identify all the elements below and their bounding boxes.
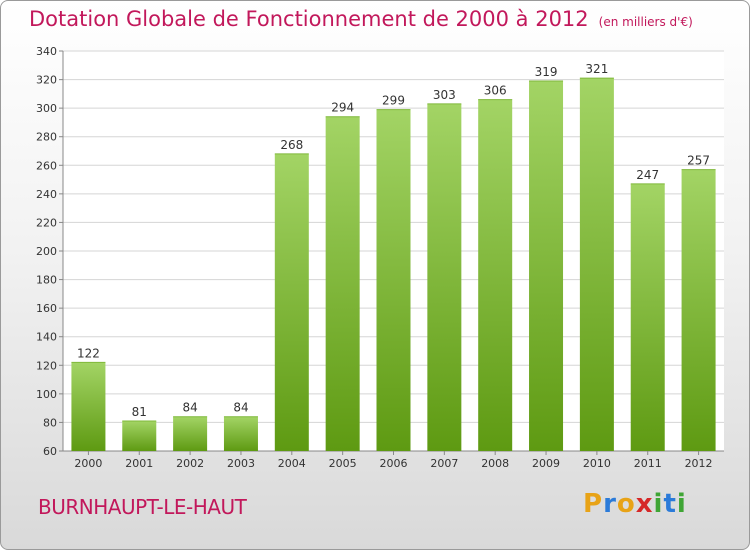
y-tick-label: 140 — [36, 331, 57, 344]
y-tick-label: 280 — [36, 131, 57, 144]
y-tick-label: 240 — [36, 188, 57, 201]
bar — [376, 109, 411, 452]
bar — [223, 416, 258, 451]
x-tick-label: 2000 — [74, 457, 102, 470]
y-tick-label: 340 — [36, 45, 57, 58]
y-tick-label: 80 — [43, 416, 57, 429]
x-tick-label: 2012 — [685, 457, 713, 470]
x-tick-label: 2006 — [380, 457, 408, 470]
y-tick-label: 120 — [36, 359, 57, 372]
data-label: 81 — [132, 405, 147, 419]
x-tick-label: 2009 — [532, 457, 560, 470]
logo-letter: P — [583, 489, 604, 519]
data-label: 84 — [233, 401, 248, 415]
logo-letter: x — [635, 489, 654, 519]
data-label: 257 — [687, 154, 710, 168]
data-label: 247 — [636, 168, 659, 182]
y-tick-label: 320 — [36, 74, 57, 87]
bar — [630, 183, 665, 451]
data-label: 319 — [535, 65, 558, 79]
data-label: 321 — [585, 62, 608, 76]
data-label: 268 — [280, 138, 303, 152]
logo-letter: i — [676, 489, 687, 519]
bar — [71, 362, 106, 451]
x-tick-label: 2004 — [278, 457, 306, 470]
x-tick-label: 2008 — [481, 457, 509, 470]
x-tick-label: 2011 — [634, 457, 662, 470]
bar — [122, 421, 157, 451]
x-tick-label: 2007 — [430, 457, 458, 470]
y-tick-label: 260 — [36, 159, 57, 172]
data-label: 306 — [484, 84, 507, 98]
data-label: 122 — [77, 346, 100, 360]
bar — [681, 169, 716, 452]
chart-title: Dotation Globale de Fonctionnement de 20… — [29, 7, 693, 31]
y-tick-label: 160 — [36, 302, 57, 315]
x-tick-label: 2005 — [329, 457, 357, 470]
x-tick-label: 2003 — [227, 457, 255, 470]
bar — [579, 78, 614, 452]
logo-letter: t — [663, 489, 677, 519]
proxiti-logo: Proxiti — [583, 489, 687, 519]
logo-letter: r — [603, 489, 617, 519]
data-label: 299 — [382, 94, 405, 108]
chart-unit: (en milliers d'€) — [598, 15, 693, 29]
data-label: 294 — [331, 101, 354, 115]
data-label: 303 — [433, 88, 456, 102]
bar — [427, 103, 462, 451]
y-tick-label: 220 — [36, 216, 57, 229]
commune-name: BURNHAUPT-LE-HAUT — [38, 495, 247, 519]
x-tick-label: 2001 — [125, 457, 153, 470]
data-label: 84 — [182, 401, 197, 415]
y-tick-label: 60 — [43, 445, 57, 458]
logo-letter: o — [616, 489, 636, 519]
bar — [478, 99, 513, 452]
bar — [325, 116, 360, 451]
y-tick-label: 200 — [36, 245, 57, 258]
x-tick-label: 2010 — [583, 457, 611, 470]
bar — [173, 416, 208, 451]
x-tick-label: 2002 — [176, 457, 204, 470]
y-tick-label: 180 — [36, 274, 57, 287]
chart-title-text: Dotation Globale de Fonctionnement de 20… — [29, 7, 589, 31]
logo-letter: i — [653, 489, 664, 519]
bar — [274, 153, 309, 451]
bar — [529, 81, 564, 451]
y-tick-label: 300 — [36, 102, 57, 115]
y-tick-label: 100 — [36, 388, 57, 401]
